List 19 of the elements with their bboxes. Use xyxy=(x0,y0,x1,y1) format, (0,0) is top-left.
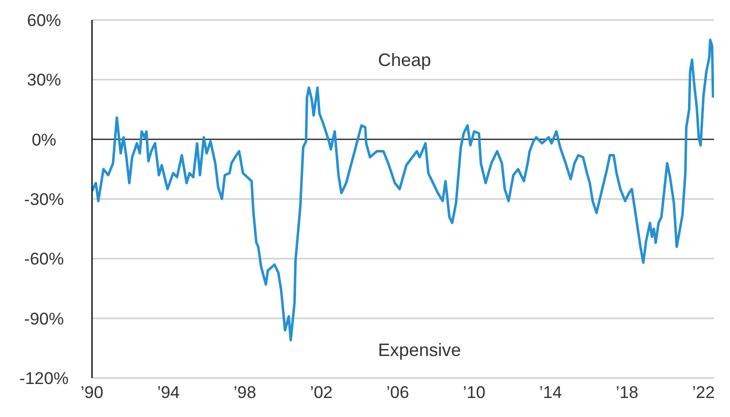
y-tick-label: -120% xyxy=(19,369,69,388)
annotation: Cheap xyxy=(378,50,432,71)
x-tick-label: ’98 xyxy=(234,383,256,402)
y-tick-label: -60% xyxy=(24,250,64,269)
y-tick-label: 30% xyxy=(26,70,62,90)
x-tick-label: ’18 xyxy=(616,383,638,402)
x-tick-label: ’22 xyxy=(692,383,715,402)
x-tick-label: ’10 xyxy=(462,383,486,402)
y-tick-label: -90% xyxy=(24,309,64,328)
x-tick-label: ’94 xyxy=(157,383,180,402)
x-tick-label: ’02 xyxy=(310,383,333,402)
y-tick-label: -30% xyxy=(24,190,64,210)
x-tick-label: ’06 xyxy=(386,383,410,402)
annotation: Expensive xyxy=(378,340,462,361)
x-tick-label: ’14 xyxy=(539,383,562,402)
y-tick-label: 0% xyxy=(32,130,56,150)
x-tick-label: ’90 xyxy=(80,383,104,402)
line-series xyxy=(92,38,714,342)
y-tick-label: 60% xyxy=(26,11,62,30)
